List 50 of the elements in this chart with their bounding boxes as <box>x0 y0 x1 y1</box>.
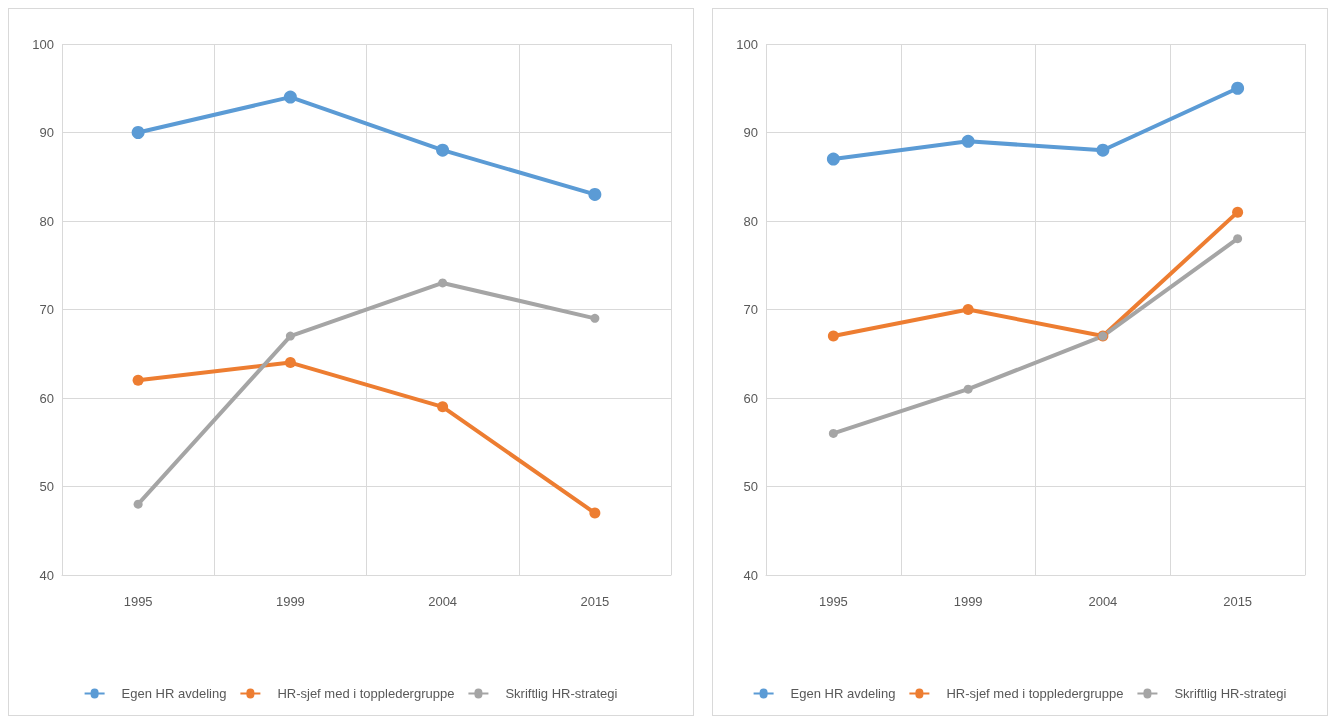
point <box>1231 81 1245 95</box>
y-tick-label: 90 <box>743 125 758 140</box>
point <box>1233 234 1243 244</box>
point <box>133 499 143 509</box>
legend-label: HR-sjef med i toppledergruppe <box>946 686 1124 701</box>
y-tick-label: 90 <box>39 125 54 140</box>
point <box>961 134 975 148</box>
point <box>588 187 602 201</box>
point <box>283 90 297 104</box>
y-tick-label: 70 <box>39 302 54 317</box>
y-tick-label: 40 <box>39 567 54 583</box>
legend-label: Skriftlig HR-strategi <box>505 686 618 701</box>
x-tick-label: 2004 <box>1088 594 1118 609</box>
point <box>285 331 295 341</box>
y-tick-label: 50 <box>743 479 758 494</box>
point <box>589 507 601 519</box>
legend-label: Egen HR avdeling <box>790 686 896 701</box>
y-tick-label: 60 <box>39 390 54 406</box>
point <box>131 126 145 139</box>
x-tick-label: 1995 <box>123 594 153 609</box>
y-tick-label: 100 <box>32 36 54 52</box>
x-tick-label: 1995 <box>818 594 848 609</box>
point <box>826 152 840 166</box>
x-tick-label: 2015 <box>1223 594 1253 609</box>
y-tick-label: 40 <box>743 567 758 583</box>
x-tick-label: 1999 <box>953 594 983 609</box>
point <box>828 428 838 438</box>
y-tick-label: 80 <box>39 213 54 229</box>
point <box>1232 206 1244 218</box>
point <box>438 278 448 288</box>
y-tick-label: 100 <box>736 36 758 52</box>
legend-label: Egen HR avdeling <box>121 686 227 701</box>
point <box>436 143 450 157</box>
x-tick-label: 2015 <box>580 594 610 609</box>
point <box>963 384 973 394</box>
x-tick-label: 1999 <box>275 594 305 609</box>
x-tick-label: 2004 <box>428 594 458 609</box>
y-tick-label: 80 <box>743 213 758 229</box>
y-tick-label: 60 <box>743 390 758 406</box>
point <box>590 313 600 323</box>
point <box>827 330 839 342</box>
point <box>437 401 449 413</box>
point <box>132 374 144 386</box>
legend-label: HR-sjef med i toppledergruppe <box>277 686 455 701</box>
point <box>284 357 296 369</box>
y-tick-label: 70 <box>743 302 758 317</box>
point <box>962 304 974 315</box>
y-tick-label: 50 <box>39 479 54 494</box>
point <box>1096 143 1110 157</box>
legend-label: Skriftlig HR-strategi <box>1174 686 1287 701</box>
